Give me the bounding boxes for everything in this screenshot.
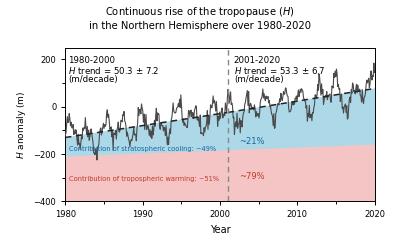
- Text: (m/decade): (m/decade): [68, 75, 118, 84]
- Text: Continuous rise of the tropopause ($H$): Continuous rise of the tropopause ($H$): [105, 5, 295, 19]
- Text: (m/decade): (m/decade): [234, 75, 284, 84]
- Text: Contribution of stratospheric cooling: ~49%: Contribution of stratospheric cooling: ~…: [69, 146, 216, 152]
- Y-axis label: $H$ anomaly (m): $H$ anomaly (m): [15, 90, 28, 159]
- Text: 1980-2000: 1980-2000: [68, 56, 116, 65]
- Text: in the Northern Hemisphere over 1980-2020: in the Northern Hemisphere over 1980-202…: [89, 21, 311, 31]
- Text: $H$ trend = 53.3 ± 6.7: $H$ trend = 53.3 ± 6.7: [234, 64, 325, 76]
- Text: 2001-2020: 2001-2020: [234, 56, 281, 65]
- Text: ~21%: ~21%: [239, 137, 265, 146]
- Text: ~79%: ~79%: [239, 172, 265, 181]
- Text: Contribution of tropospheric warming: ~51%: Contribution of tropospheric warming: ~5…: [69, 176, 219, 182]
- Text: $H$ trend = 50.3 ± 7.2: $H$ trend = 50.3 ± 7.2: [68, 64, 160, 76]
- X-axis label: Year: Year: [210, 225, 230, 235]
